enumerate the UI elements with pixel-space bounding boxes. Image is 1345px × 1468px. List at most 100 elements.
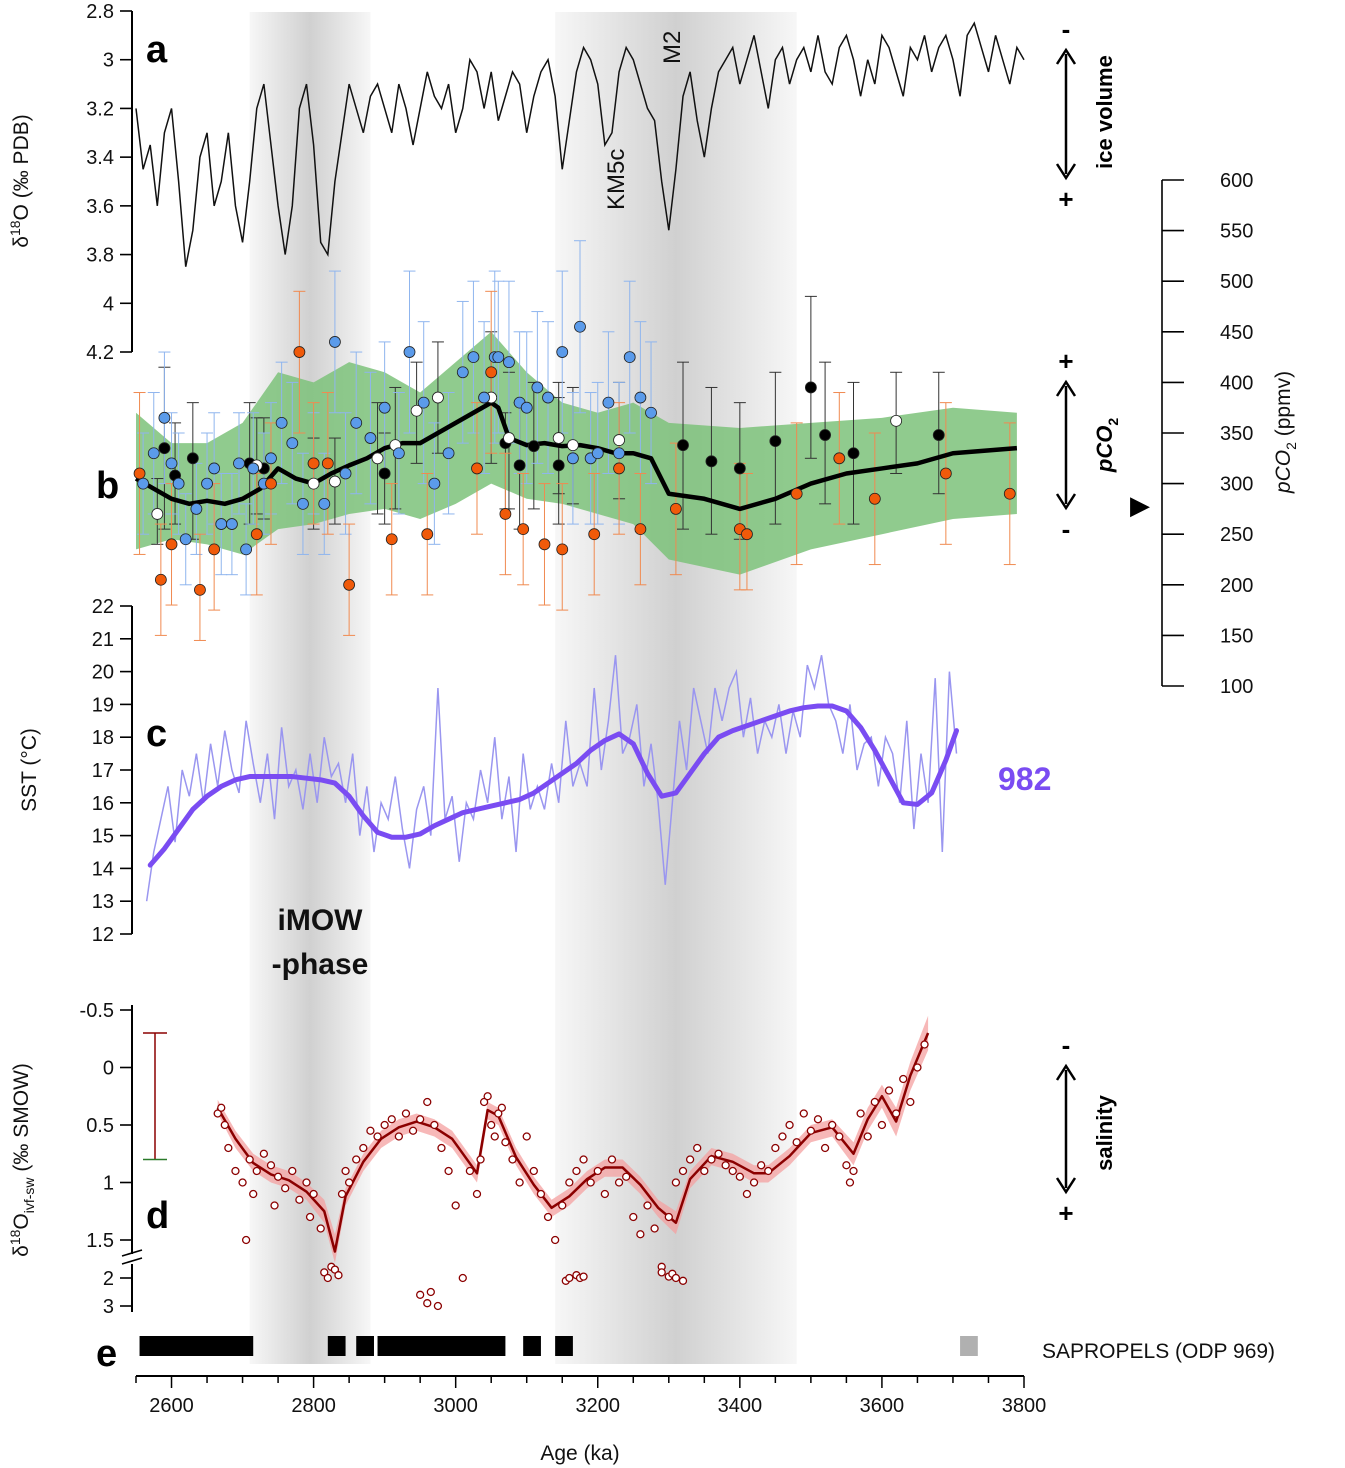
- salinity-point: [437, 1143, 446, 1153]
- point-orange: [421, 528, 434, 541]
- salinity-point: [238, 1178, 247, 1187]
- salinity-point: [281, 1184, 290, 1193]
- salinity-point: [693, 1143, 702, 1153]
- point-white: [410, 404, 423, 417]
- point-blue: [286, 437, 299, 450]
- salinity-point: [497, 1103, 507, 1112]
- x-tick-label: 3400: [718, 1395, 763, 1417]
- salinity-point: [607, 1155, 617, 1164]
- shaded-intervals: [249, 12, 797, 1364]
- salinity-outlier-point: [579, 1272, 588, 1281]
- salinity-point: [465, 1166, 475, 1176]
- y-tick-label-c: 15: [92, 826, 114, 848]
- y-tick-label-b: 350: [1220, 423, 1253, 445]
- point-black: [932, 429, 945, 441]
- salinity-point: [366, 1126, 375, 1135]
- sapropel-label: SAPROPELS (ODP 969): [1042, 1340, 1275, 1363]
- salinity-point: [813, 1115, 823, 1124]
- y-tick-label-b: 250: [1220, 524, 1253, 546]
- salinity-point: [636, 1230, 645, 1239]
- salinity-point: [678, 1166, 688, 1176]
- pco2-side-arrow-up-icon: [1055, 379, 1077, 397]
- sst-raw-line: [145, 655, 958, 902]
- salinity-label: salinity: [1092, 1094, 1117, 1171]
- y-tick-label-c: 12: [92, 924, 114, 946]
- x-tick-label: 3000: [433, 1395, 478, 1417]
- salinity-outlier-point: [433, 1301, 443, 1311]
- y-tick-label-d: 1.5: [86, 1230, 114, 1252]
- salinity-point: [835, 1132, 844, 1141]
- pco2-side-label: pCO2: [1092, 418, 1121, 473]
- sapropel-segment: [327, 1336, 346, 1356]
- salinity-point: [550, 1235, 560, 1245]
- y-tick-label-d: 1: [103, 1173, 114, 1195]
- salinity-point: [259, 1149, 269, 1158]
- salinity-arrow-down-icon: [1055, 1177, 1077, 1195]
- salinity-point: [373, 1132, 382, 1141]
- salinity-point: [529, 1166, 538, 1176]
- sapropel-segment: [960, 1336, 978, 1356]
- salinity-sign-top: -: [1062, 1030, 1071, 1060]
- salinity-point: [884, 1086, 894, 1095]
- point-black: [769, 435, 782, 447]
- salinity-point: [664, 1212, 673, 1222]
- point-blue: [137, 477, 150, 490]
- salinity-point: [671, 1178, 681, 1187]
- point-blue: [645, 406, 657, 419]
- point-blue: [566, 452, 579, 465]
- salinity-point: [359, 1143, 368, 1153]
- sst-smooth-line: [147, 703, 960, 868]
- point-orange: [588, 528, 601, 541]
- x-tick-label: 2800: [291, 1395, 336, 1417]
- y-axis-title-b: pCO2 (ppmv): [1272, 371, 1299, 494]
- salinity-point: [316, 1224, 325, 1233]
- point-blue: [456, 366, 469, 379]
- point-blue: [240, 543, 253, 556]
- salinity-point: [341, 1166, 350, 1176]
- salinity-point: [806, 1126, 816, 1135]
- ice-volume-label: ice volume: [1092, 55, 1117, 169]
- y-tick-label-d: 2: [103, 1268, 114, 1290]
- point-blue: [208, 462, 221, 475]
- point-blue: [503, 356, 515, 369]
- salinity-point: [416, 1115, 425, 1124]
- salinity-outlier-point: [657, 1268, 666, 1277]
- y-tick-label-c: 17: [92, 760, 114, 782]
- axis-break-mark: [121, 1249, 143, 1257]
- point-blue: [531, 381, 544, 394]
- salinity-point: [337, 1189, 347, 1199]
- salinity-point: [273, 1172, 283, 1181]
- sapropel-segment: [555, 1336, 573, 1356]
- point-blue: [275, 416, 288, 429]
- sapropel-segment: [139, 1336, 254, 1356]
- point-white: [432, 391, 444, 404]
- y-tick-label-c: 13: [92, 891, 114, 913]
- point-blue: [158, 411, 171, 424]
- salinity-point: [344, 1178, 354, 1187]
- point-orange: [321, 457, 334, 470]
- point-orange: [499, 508, 512, 520]
- point-blue: [364, 432, 377, 444]
- point-black: [733, 462, 746, 475]
- point-orange: [265, 477, 277, 490]
- salinity-point: [536, 1189, 546, 1199]
- y-tick-label-c: 18: [92, 727, 114, 749]
- point-orange: [790, 487, 803, 500]
- point-orange: [208, 543, 221, 556]
- point-blue: [350, 416, 363, 429]
- event-label-km5c: KM5c: [603, 149, 630, 210]
- point-blue: [179, 533, 192, 546]
- y-tick-label-c: 16: [92, 793, 114, 815]
- salinity-point: [920, 1040, 929, 1049]
- shaded-interval-2: [555, 12, 797, 1364]
- point-black: [705, 455, 718, 468]
- salinity-point: [352, 1155, 361, 1164]
- point-orange: [194, 583, 206, 596]
- point-blue: [574, 320, 586, 333]
- salinity-point: [845, 1178, 855, 1187]
- shaded-interval-1: [249, 12, 371, 1364]
- y-tick-label-a: 3.4: [86, 147, 114, 169]
- salinity-point: [565, 1178, 574, 1187]
- salinity-point: [249, 1189, 258, 1199]
- y-axis-title-d: δ18Oivf-sw (‰ SMOW): [7, 1063, 37, 1257]
